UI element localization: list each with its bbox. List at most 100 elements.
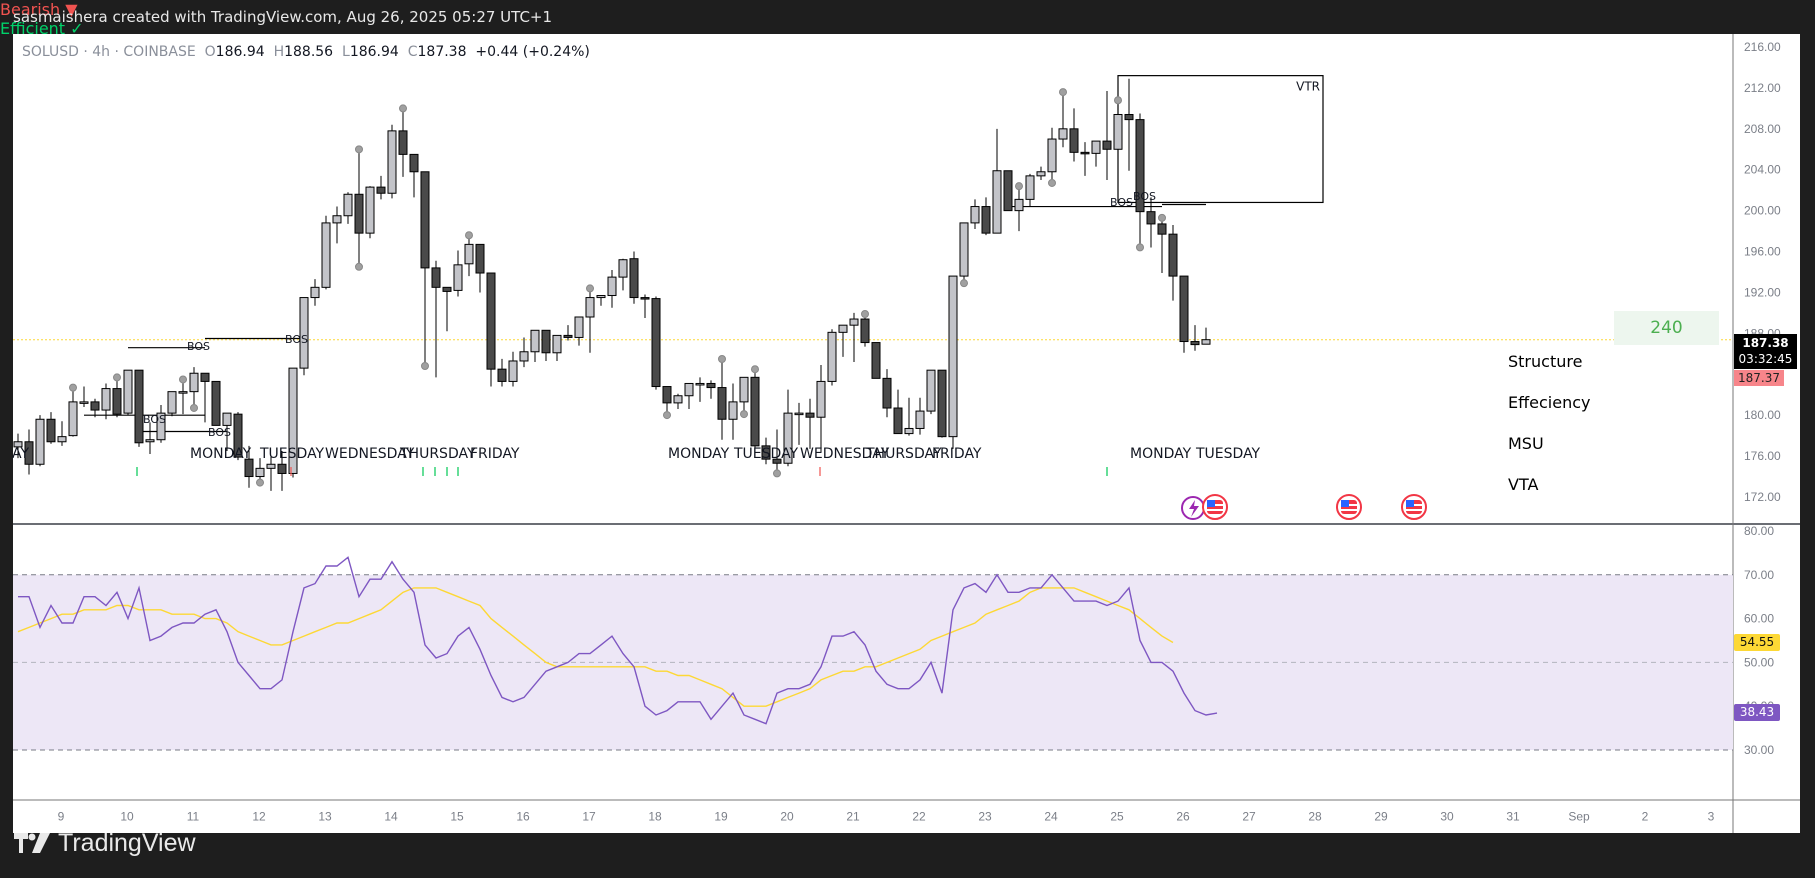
candle[interactable] (981, 197, 991, 236)
candle[interactable] (310, 279, 320, 306)
candle[interactable] (156, 404, 166, 443)
candle[interactable] (266, 456, 276, 491)
candle[interactable] (343, 192, 353, 224)
candle[interactable] (651, 296, 661, 390)
candle[interactable] (101, 383, 111, 420)
candle[interactable] (255, 458, 265, 480)
candle[interactable] (1157, 220, 1167, 274)
candle[interactable] (1168, 224, 1178, 301)
candle[interactable] (849, 312, 859, 362)
candle[interactable] (904, 397, 914, 436)
candle[interactable] (1058, 95, 1068, 148)
us-event-icon[interactable] (1336, 494, 1362, 520)
candle[interactable] (497, 358, 507, 387)
candle[interactable] (57, 421, 67, 446)
us-event-icon[interactable] (1401, 494, 1427, 520)
candle[interactable] (189, 367, 199, 405)
candle[interactable] (794, 402, 804, 445)
candle[interactable] (376, 175, 386, 200)
candle[interactable] (926, 369, 936, 415)
candle[interactable] (838, 324, 848, 357)
candle[interactable] (750, 372, 760, 452)
candle[interactable] (46, 412, 56, 444)
lightning-event-icon[interactable] (1181, 496, 1205, 520)
candle[interactable] (420, 171, 430, 364)
candle[interactable] (728, 383, 738, 440)
candle[interactable] (563, 325, 573, 341)
candle[interactable] (629, 251, 639, 304)
candle[interactable] (1080, 142, 1090, 176)
candle[interactable] (915, 397, 925, 435)
candle[interactable] (618, 258, 628, 291)
candle[interactable] (706, 380, 716, 399)
candle[interactable] (1069, 108, 1079, 162)
candle[interactable] (178, 382, 188, 415)
candle[interactable] (387, 124, 397, 199)
candle[interactable] (321, 215, 331, 290)
candle[interactable] (508, 351, 518, 387)
candle[interactable] (90, 398, 100, 418)
candle[interactable] (1124, 78, 1134, 171)
candle[interactable] (1190, 325, 1200, 351)
candle[interactable] (1135, 113, 1145, 245)
candle[interactable] (717, 361, 727, 440)
candle[interactable] (299, 297, 309, 376)
candle[interactable] (398, 111, 408, 177)
candle[interactable] (145, 422, 155, 455)
candle[interactable] (882, 369, 892, 418)
candle[interactable] (816, 365, 826, 454)
candle[interactable] (1102, 90, 1112, 180)
candle[interactable] (695, 377, 705, 402)
candle[interactable] (409, 153, 419, 198)
candle[interactable] (200, 372, 210, 423)
candle[interactable] (827, 329, 837, 386)
candle[interactable] (1113, 103, 1123, 192)
candle[interactable] (222, 412, 232, 451)
candle[interactable] (673, 393, 683, 410)
candle[interactable] (761, 437, 771, 465)
candle[interactable] (354, 152, 364, 264)
candle[interactable] (112, 380, 122, 418)
candle[interactable] (541, 329, 551, 361)
tradingview-logo[interactable]: TradingView (14, 826, 196, 860)
candle[interactable] (442, 286, 452, 332)
candle[interactable] (596, 295, 606, 306)
candle[interactable] (79, 386, 89, 407)
candle[interactable] (1014, 189, 1024, 232)
candle[interactable] (662, 386, 672, 413)
candle[interactable] (937, 369, 947, 438)
candle[interactable] (431, 260, 441, 378)
candle[interactable] (486, 272, 496, 387)
candle[interactable] (948, 275, 958, 449)
candle[interactable] (640, 294, 650, 319)
candle[interactable] (1091, 140, 1101, 167)
candle[interactable] (970, 199, 980, 230)
candle[interactable] (1179, 275, 1189, 353)
candle[interactable] (585, 291, 595, 353)
candle[interactable] (552, 334, 562, 361)
candle[interactable] (464, 238, 474, 277)
candle[interactable] (519, 337, 529, 368)
candle[interactable] (992, 128, 1002, 234)
candle[interactable] (332, 206, 342, 244)
candle[interactable] (475, 243, 485, 293)
candle[interactable] (1036, 166, 1046, 180)
candle[interactable] (893, 389, 903, 435)
candle[interactable] (530, 329, 540, 362)
candle[interactable] (35, 415, 45, 467)
candle[interactable] (860, 316, 870, 347)
candle[interactable] (574, 316, 584, 346)
symbol-info[interactable]: SOLUSD · 4h · COINBASE (22, 44, 196, 60)
candle[interactable] (772, 429, 782, 471)
candle[interactable] (277, 450, 287, 491)
candle[interactable] (123, 369, 133, 416)
candle[interactable] (365, 186, 375, 239)
candle[interactable] (68, 390, 78, 437)
candle[interactable] (607, 269, 617, 308)
candle[interactable] (288, 367, 298, 478)
us-event-icon[interactable] (1202, 494, 1228, 520)
candle[interactable] (244, 445, 254, 488)
candle[interactable] (1201, 327, 1211, 345)
candle[interactable] (1047, 127, 1057, 180)
